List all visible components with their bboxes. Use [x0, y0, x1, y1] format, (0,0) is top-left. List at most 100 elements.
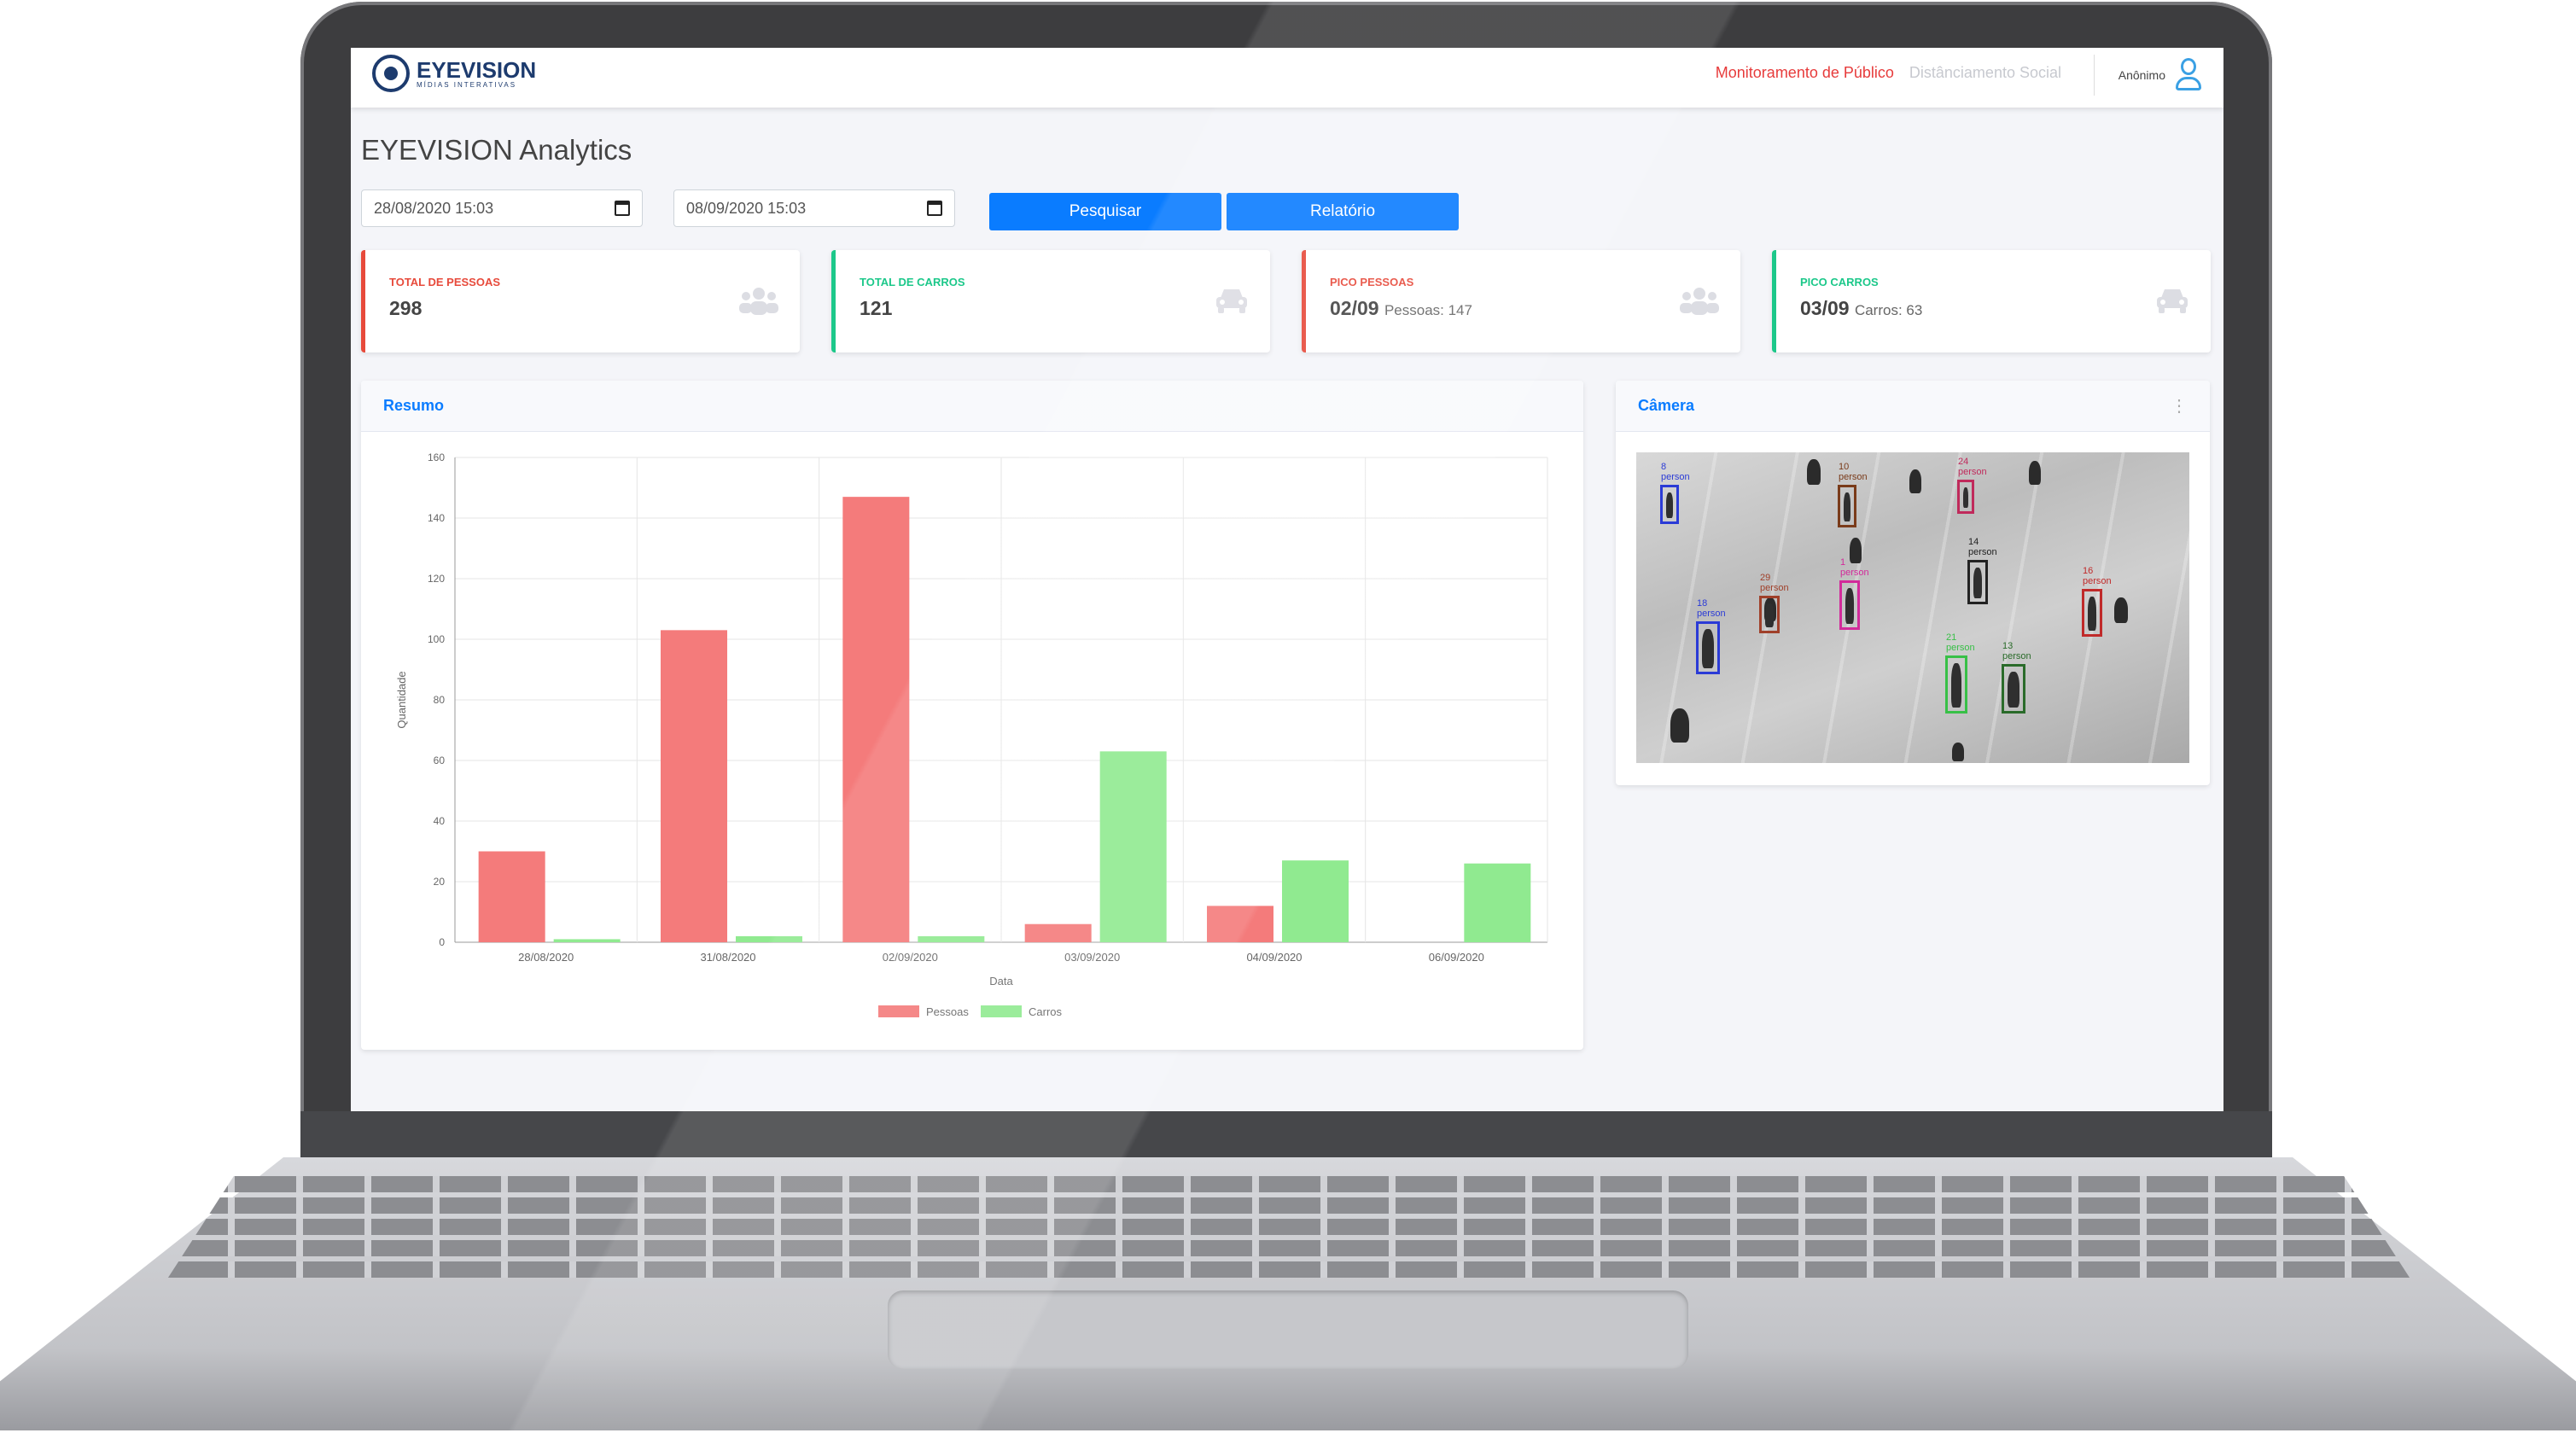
camera-panel-title: Câmera [1638, 397, 1695, 414]
x-axis-label: Data [989, 975, 1013, 987]
card-label: TOTAL DE PESSOAS [389, 276, 501, 288]
main-nav: Monitoramento de Público Distânciamento … [1716, 64, 2061, 82]
logo-subtitle: MÍDIAS INTERATIVAS [417, 80, 517, 89]
card-value: 298 [389, 297, 423, 319]
detection-label: 16 person [2083, 566, 2112, 586]
card-value: 121 [860, 297, 893, 319]
bar-carros[interactable] [553, 939, 621, 942]
detection-box: 18 person [1696, 598, 1726, 674]
bar-carros[interactable] [1099, 751, 1167, 942]
logo-text: EYEVISION [417, 56, 537, 83]
detection-box: 16 person [2082, 566, 2112, 637]
card-total-carros: TOTAL DE CARROS 121 [831, 250, 1270, 352]
bar-pessoas[interactable] [1207, 906, 1273, 942]
detection-box: 13 person [2002, 641, 2031, 714]
detection-label: 13 person [2002, 641, 2031, 661]
legend-swatch [878, 1005, 919, 1017]
screen: EYEVISION MÍDIAS INTERATIVAS Monitoramen… [351, 48, 2223, 1111]
bar-pessoas[interactable] [478, 851, 545, 943]
summary-panel-title: Resumo [383, 397, 445, 414]
y-tick-label: 120 [428, 573, 445, 585]
keyboard [166, 1176, 2411, 1280]
card-pico-carros: PICO CARROS 03/09 Carros: 63 [1772, 250, 2211, 352]
car-icon [2157, 289, 2188, 313]
detection-box: 10 person [1838, 462, 1868, 527]
car-icon [1216, 289, 1247, 313]
y-tick-label: 80 [434, 694, 446, 706]
bar-pessoas[interactable] [842, 497, 910, 942]
page-title: EYEVISION Analytics [361, 134, 632, 166]
bar-chart: 0 20 40 60 80 100 120 140 160 28/08/2020 31/08/20… [395, 451, 1548, 1018]
card-value: 03/09 Carros: 63 [1800, 297, 1923, 319]
detection-label: 18 person [1697, 598, 1726, 619]
bar-pessoas[interactable] [1024, 923, 1092, 942]
detection-box: 8 person [1660, 462, 1690, 524]
detection-label: 24 person [1958, 457, 1987, 477]
user-menu[interactable]: Anônimo [2093, 55, 2203, 96]
search-button[interactable]: Pesquisar [989, 193, 1221, 230]
user-avatar-icon [2174, 58, 2203, 92]
start-date-input[interactable]: 28/08/2020 15:03 [361, 189, 643, 227]
bar-carros[interactable] [1464, 863, 1531, 942]
y-tick-label: 100 [428, 633, 445, 645]
bar-carros[interactable] [918, 935, 985, 942]
x-tick-label: 31/08/2020 [700, 951, 755, 964]
more-options-icon[interactable]: ⋮ [2171, 396, 2188, 416]
y-tick-label: 160 [428, 451, 445, 463]
detection-box: 14 person [1967, 537, 1997, 604]
detection-label: 10 person [1839, 462, 1868, 482]
bar-pessoas[interactable] [661, 630, 727, 942]
detection-box: 29 person [1759, 573, 1789, 633]
calendar-icon[interactable] [615, 201, 630, 216]
y-tick-label: 40 [434, 815, 446, 827]
x-tick-label: 28/08/2020 [518, 951, 574, 964]
card-label: PICO PESSOAS [1330, 276, 1414, 288]
calendar-icon[interactable] [927, 201, 942, 216]
bar-carros[interactable] [736, 935, 802, 942]
detection-label: 8 person [1661, 462, 1690, 482]
card-sub: Carros: 63 [1854, 302, 1923, 318]
users-icon [739, 288, 778, 315]
detection-box: 21 person [1945, 632, 1975, 714]
detection-label: 14 person [1968, 537, 1997, 557]
card-pico-pessoas: PICO PESSOAS 02/09 Pessoas: 147 [1302, 250, 1740, 352]
detection-label: 29 person [1760, 573, 1789, 593]
logo[interactable]: EYEVISION MÍDIAS INTERATIVAS [372, 55, 536, 92]
users-icon [1680, 288, 1719, 315]
camera-feed: 8 person 10 person 24 person 14 person 29 person 1… [1636, 452, 2189, 763]
summary-panel-header: Resumo [361, 381, 1583, 432]
camera-panel: Câmera ⋮ 8 person 10 person 24 person 14 person… [1616, 381, 2210, 785]
detection-label: 21 person [1946, 632, 1975, 653]
card-sub: Pessoas: 147 [1384, 302, 1472, 318]
top-navbar: EYEVISION MÍDIAS INTERATIVAS Monitoramen… [351, 48, 2223, 108]
end-date-value: 08/09/2020 15:03 [686, 199, 807, 217]
y-tick-label: 140 [428, 512, 445, 524]
end-date-input[interactable]: 08/09/2020 15:03 [673, 189, 955, 227]
y-axis-label: Quantidade [395, 671, 408, 728]
user-name: Anônimo [2118, 68, 2165, 82]
y-tick-label: 60 [434, 754, 446, 766]
bar-carros[interactable] [1282, 860, 1349, 942]
card-value: 02/09 Pessoas: 147 [1330, 297, 1472, 319]
x-tick-label: 04/09/2020 [1246, 951, 1302, 964]
touchpad [888, 1290, 1688, 1369]
card-total-pessoas: TOTAL DE PESSOAS 298 [361, 250, 800, 352]
y-tick-label: 0 [439, 936, 445, 948]
detection-box: 24 person [1957, 457, 1987, 514]
summary-panel: Resumo 0 20 40 60 80 100 120 140 160 28/08/2020 3… [361, 381, 1583, 1050]
y-tick-label: 20 [434, 876, 446, 888]
start-date-value: 28/08/2020 15:03 [374, 199, 494, 217]
report-button[interactable]: Relatório [1227, 193, 1459, 230]
detection-box: 1 person [1839, 557, 1869, 630]
eye-logo-icon [372, 55, 410, 92]
card-label: TOTAL DE CARROS [860, 276, 965, 288]
legend-label[interactable]: Carros [1029, 1005, 1063, 1018]
laptop-hinge [300, 1111, 2272, 1161]
legend-label[interactable]: Pessoas [926, 1005, 969, 1018]
nav-distanciamento[interactable]: Distânciamento Social [1909, 64, 2061, 81]
nav-monitoramento[interactable]: Monitoramento de Público [1715, 64, 1894, 81]
x-tick-label: 03/09/2020 [1064, 951, 1120, 964]
card-label: PICO CARROS [1800, 276, 1879, 288]
legend-swatch [981, 1005, 1022, 1017]
x-tick-label: 02/09/2020 [883, 951, 938, 964]
